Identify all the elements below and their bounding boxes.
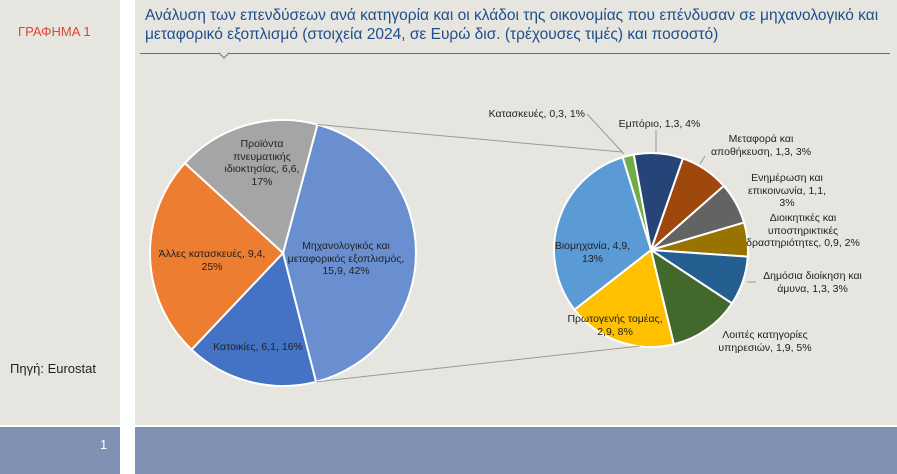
slice-label-construction: Κατασκευές, 0,3, 1% [488, 108, 585, 120]
leader-construction [586, 113, 625, 155]
pie-slice-1 [190, 250, 318, 387]
slice-label-transport: Μεταφορά και αποθήκευση, 1,3, 3% [710, 133, 812, 158]
footer-left [0, 427, 120, 474]
graph-label: ΓΡΑΦΗΜΑ 1 [18, 24, 91, 39]
slice-label-other-services: Λοιπές κατηγορίες υπηρεσιών, 1,9, 5% [718, 329, 812, 354]
slice-label-ip-products: Προϊόντα πνευματικής ιδιοκτησίας, 6,6, 1… [224, 138, 300, 188]
connector-line-top [317, 124, 623, 153]
slice-label-industry: Βιομηχανία, 4,9, 13% [554, 240, 631, 265]
slice-label-machinery: Μηχανολογικός και μεταφορικός εξοπλισμός… [287, 240, 405, 277]
slice-label-ict: Ενημέρωση και επικοινωνία, 1,1, 3% [747, 172, 826, 209]
title-divider [140, 53, 890, 54]
slice-label-admin: Διοικητικές και υποστηρικτικές δραστηριό… [746, 212, 860, 249]
pie-slice-8 [553, 155, 653, 312]
slice-label-trade: Εμπόριο, 1,3, 4% [618, 118, 701, 130]
footer-right [135, 427, 897, 474]
pie-slice-3 [183, 119, 319, 255]
pie-slice-7 [573, 248, 676, 348]
chart-title: Ανάλυση των επενδύσεων ανά κατηγορία και… [145, 7, 879, 43]
slice-label-housing: Κατοικίες, 6,1, 16% [213, 341, 303, 353]
source-note: Πηγή: Eurostat [10, 361, 96, 376]
slice-label-other-construction: Άλλες κατασκευές, 9,4, 25% [158, 248, 266, 273]
slice-label-primary: Πρωτογενής τομέας, 2,9, 8% [567, 313, 663, 338]
pie-slice-2 [149, 161, 285, 352]
leader-transport [699, 155, 706, 165]
connector-line-bottom [315, 345, 641, 383]
left-panel [0, 0, 120, 425]
pie-slice-0 [281, 123, 417, 384]
page-number: 1 [100, 437, 108, 452]
slice-label-public-admin: Δημόσια διοίκηση και άμυνα, 1,3, 3% [763, 270, 862, 295]
pie-slice-6 [649, 247, 734, 346]
